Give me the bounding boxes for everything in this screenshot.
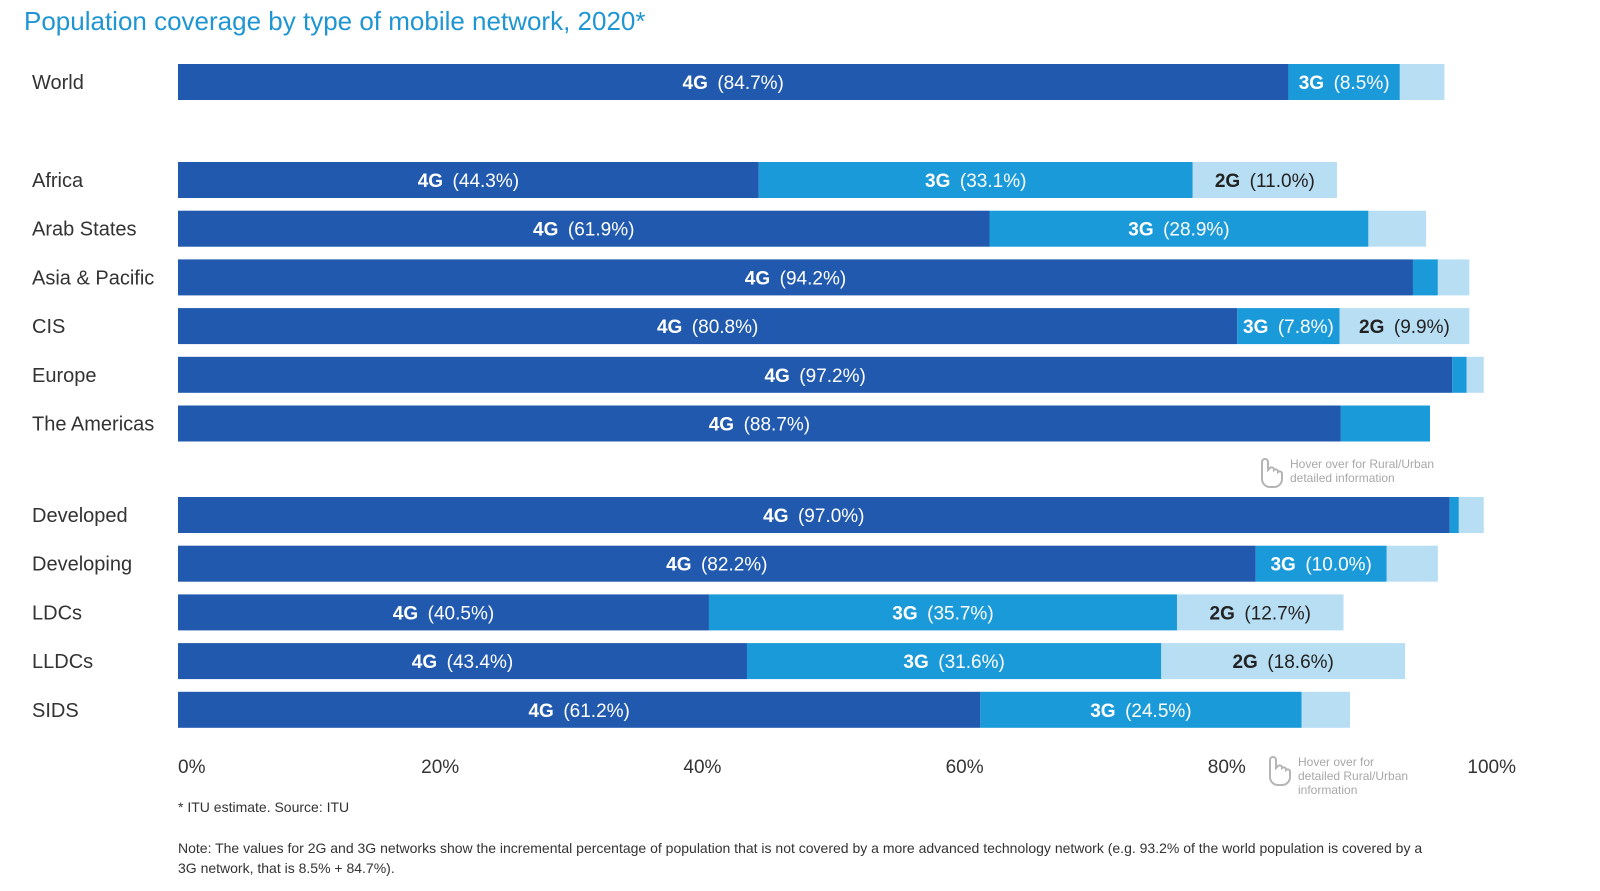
x-tick-label: 20% — [421, 757, 459, 778]
bar-cis-3g[interactable] — [1237, 308, 1340, 345]
x-tick-label: 60% — [946, 757, 984, 778]
bar-the-americas-4g[interactable] — [178, 405, 1341, 442]
bar-the-americas-3g[interactable] — [1340, 405, 1431, 442]
data-label-developing-4g: 4G (82.2%) — [666, 555, 767, 576]
bar-cis-4g[interactable] — [178, 308, 1238, 345]
hover-hint-text: information — [1298, 783, 1357, 797]
bar-ldcs-4g[interactable] — [178, 594, 709, 631]
row-label-africa: Africa — [32, 170, 84, 192]
bar-developing-3g[interactable] — [1255, 545, 1387, 582]
bar-africa-4g[interactable] — [178, 162, 759, 198]
bar-asia-pacific-2g[interactable] — [1437, 259, 1470, 296]
bar-arab-states-3g[interactable] — [989, 210, 1369, 247]
bar-world-2g[interactable] — [1399, 64, 1445, 100]
data-label-developed-4g: 4G (97.0%) — [763, 506, 864, 527]
bar-developed-3g[interactable] — [1449, 497, 1459, 533]
data-label-sids-3g: 3G (24.5%) — [1090, 701, 1191, 722]
bar-developing-4g[interactable] — [178, 545, 1256, 582]
data-label-africa-3g: 3G (33.1%) — [925, 171, 1026, 192]
note-text: Note: The values for 2G and 3G networks … — [178, 840, 1423, 876]
bar-sids-2g[interactable] — [1301, 691, 1351, 728]
hand-pointer-icon — [1261, 458, 1283, 488]
bar-developing-2g[interactable] — [1386, 545, 1438, 582]
bar-world-3g[interactable] — [1288, 64, 1400, 100]
data-label-africa-2g: 2G (11.0%) — [1215, 171, 1315, 192]
x-tick-label: 100% — [1467, 757, 1516, 778]
bar-sids-4g[interactable] — [178, 691, 981, 728]
data-label-europe-4g: 4G (97.2%) — [764, 366, 865, 387]
bar-lldcs-2g[interactable] — [1161, 643, 1406, 680]
x-tick-label: 0% — [178, 757, 206, 778]
hover-hint-text: detailed Rural/Urban — [1298, 769, 1408, 783]
data-label-world-4g: 4G (84.7%) — [683, 73, 784, 94]
data-label-ldcs-2g: 2G (12.7%) — [1210, 603, 1311, 624]
data-label-developing-3g: 3G (10.0%) — [1270, 555, 1371, 576]
bar-europe-3g[interactable] — [1452, 356, 1467, 393]
chart-title: Population coverage by type of mobile ne… — [24, 6, 646, 36]
bar-arab-states-2g[interactable] — [1368, 210, 1427, 247]
bar-world-4g[interactable] — [178, 64, 1289, 100]
data-label-the-americas-4g: 4G (88.7%) — [709, 415, 810, 436]
bar-ldcs-2g[interactable] — [1176, 594, 1344, 631]
row-label-ldcs: LDCs — [32, 602, 82, 624]
bar-developed-2g[interactable] — [1458, 497, 1484, 533]
data-label-arab-states-3g: 3G (28.9%) — [1128, 220, 1229, 241]
bar-asia-pacific-4g[interactable] — [178, 259, 1413, 296]
data-label-lldcs-2g: 2G (18.6%) — [1232, 652, 1333, 673]
row-label-lldcs: LLDCs — [32, 651, 93, 673]
data-label-lldcs-3g: 3G (31.6%) — [903, 652, 1004, 673]
data-label-cis-3g: 3G (7.8%) — [1243, 317, 1334, 338]
bar-developed-4g[interactable] — [178, 497, 1450, 533]
bar-ldcs-3g[interactable] — [708, 594, 1177, 631]
row-label-the-americas: The Americas — [32, 414, 154, 436]
row-label-developed: Developed — [32, 505, 128, 527]
data-label-cis-2g: 2G (9.9%) — [1359, 317, 1450, 338]
data-label-ldcs-3g: 3G (35.7%) — [892, 603, 993, 624]
data-label-world-3g: 3G (8.5%) — [1299, 73, 1390, 94]
data-label-lldcs-4g: 4G (43.4%) — [412, 652, 513, 673]
bar-europe-2g[interactable] — [1466, 356, 1484, 393]
hand-pointer-icon — [1269, 756, 1291, 786]
data-label-africa-4g: 4G (44.3%) — [418, 171, 519, 192]
bar-africa-3g[interactable] — [758, 162, 1193, 198]
data-label-ldcs-4g: 4G (40.5%) — [393, 603, 494, 624]
x-tick-label: 80% — [1208, 757, 1246, 778]
row-label-world: World — [32, 72, 84, 94]
bar-lldcs-3g[interactable] — [746, 643, 1162, 680]
bar-cis-2g[interactable] — [1339, 308, 1470, 345]
hover-hint-text: Hover over for — [1298, 755, 1374, 769]
row-label-europe: Europe — [32, 365, 97, 387]
bar-sids-3g[interactable] — [980, 691, 1302, 728]
hover-hint-text: Hover over for Rural/Urban — [1290, 457, 1434, 471]
data-label-arab-states-4g: 4G (61.9%) — [533, 220, 634, 241]
row-label-sids: SIDS — [32, 700, 79, 722]
data-label-cis-4g: 4G (80.8%) — [657, 317, 758, 338]
row-label-developing: Developing — [32, 554, 132, 576]
bar-arab-states-4g[interactable] — [178, 210, 990, 247]
bar-africa-2g[interactable] — [1192, 162, 1337, 198]
bar-asia-pacific-3g[interactable] — [1412, 259, 1438, 296]
row-label-arab-states: Arab States — [32, 219, 137, 241]
data-label-sids-4g: 4G (61.2%) — [528, 701, 629, 722]
x-tick-label: 40% — [683, 757, 721, 778]
row-label-cis: CIS — [32, 316, 65, 338]
bar-lldcs-4g[interactable] — [178, 643, 747, 680]
bar-europe-4g[interactable] — [178, 356, 1453, 393]
data-label-asia-pacific-4g: 4G (94.2%) — [745, 268, 846, 289]
hover-hint-text: detailed information — [1290, 471, 1395, 485]
row-label-asia-pacific: Asia & Pacific — [32, 267, 154, 289]
footnote: * ITU estimate. Source: ITU — [178, 799, 350, 815]
